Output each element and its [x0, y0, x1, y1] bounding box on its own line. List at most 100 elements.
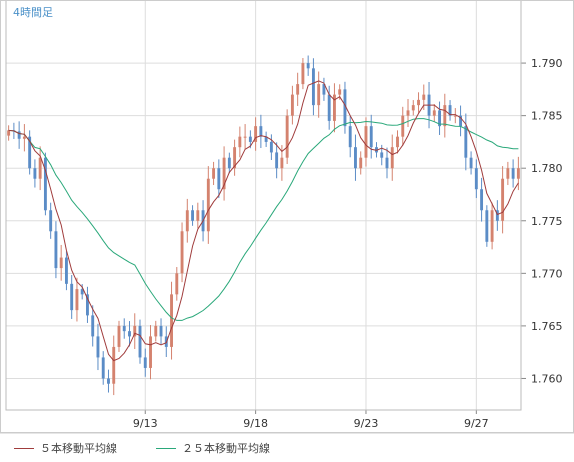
candle-up [175, 273, 179, 295]
candle-down [474, 168, 478, 190]
candle-down [275, 152, 279, 169]
y-tick-label: 1.780 [531, 162, 563, 175]
candle-down [343, 89, 347, 127]
candle-down [511, 168, 515, 179]
candle-down [122, 325, 126, 332]
x-tick-label: 9/23 [354, 417, 379, 430]
candle-up [359, 157, 363, 169]
candle-down [448, 105, 452, 116]
plot-frame [5, 0, 522, 411]
candle-up [317, 84, 321, 106]
candle-up [117, 325, 121, 347]
candle-down [480, 189, 484, 211]
candle-up [290, 94, 294, 116]
candle-up [112, 346, 116, 384]
candle-up [185, 210, 189, 232]
candle-up [7, 130, 11, 136]
candle-up [332, 94, 336, 121]
candle-down [227, 157, 231, 169]
ma25-line [8, 118, 519, 321]
candle-down [464, 126, 468, 158]
candle-up [238, 136, 242, 148]
x-tick-label: 9/18 [243, 417, 268, 430]
candle-up [196, 210, 200, 221]
y-tick-label: 1.760 [531, 372, 563, 385]
candle-down [101, 357, 105, 379]
candle-up [501, 178, 505, 221]
x-tick-label: 9/27 [464, 417, 489, 430]
candle-up [212, 168, 216, 179]
candle-up [133, 325, 137, 337]
candle-down [86, 294, 89, 316]
candle-down [485, 210, 489, 242]
candle-up [149, 336, 152, 368]
candle-up [280, 157, 284, 169]
candle-down [143, 357, 147, 368]
candle-up [411, 105, 415, 111]
candle-up [422, 94, 426, 100]
legend-ma5: ５本移動平均線 [14, 440, 117, 456]
y-tick-label: 1.770 [531, 267, 563, 280]
candle-down [64, 257, 68, 284]
candle-up [443, 105, 447, 127]
candle-up [516, 168, 520, 179]
timeframe-label: 4時間足 [13, 6, 53, 19]
y-tick-label: 1.765 [531, 320, 563, 333]
y-tick-label: 1.775 [531, 215, 563, 228]
candle-down [348, 126, 352, 148]
candle-up [75, 289, 79, 311]
candle-down [96, 336, 100, 358]
candle-down [269, 141, 273, 153]
legend-ma25-label: ２５本移動平均線 [182, 442, 270, 455]
candle-up [222, 157, 226, 190]
candle-down [128, 331, 131, 337]
candle-up [432, 110, 436, 116]
candle-up [243, 136, 247, 138]
candle-down [28, 136, 32, 169]
candle-down [311, 68, 315, 106]
candle-down [70, 283, 74, 311]
axes-layer: 1.760 1.765 1.770 1.775 1.780 1.785 1.790 9/13 9… [0, 0, 574, 434]
candles-layer [7, 55, 520, 396]
y-tick-label: 1.785 [531, 110, 563, 123]
candle-up [396, 136, 399, 148]
candle-down [248, 136, 252, 142]
legend-ma25: ２５本移動平均線 [156, 440, 270, 456]
candle-up [285, 115, 289, 158]
candle-up [301, 63, 305, 85]
candle-down [33, 168, 37, 179]
candle-up [506, 168, 510, 179]
candle-up [22, 136, 26, 139]
moving-average-layer [8, 80, 519, 362]
candle-down [138, 325, 142, 358]
candle-down [469, 157, 473, 169]
y-tick-label: 1.790 [531, 57, 563, 70]
candle-down [385, 157, 389, 169]
candle-down [17, 131, 21, 139]
candle-down [438, 110, 441, 127]
candle-down [49, 210, 53, 232]
candle-down [264, 136, 268, 142]
candle-up [401, 115, 405, 137]
candle-down [322, 84, 326, 95]
candle-down [43, 157, 47, 211]
candle-down [495, 210, 499, 221]
candle-up [38, 157, 42, 179]
candle-down [380, 152, 384, 158]
candle-up [338, 89, 342, 95]
candle-down [54, 231, 58, 269]
candle-up [296, 84, 300, 95]
candle-down [191, 210, 195, 221]
candle-down [159, 325, 163, 337]
candle-up [154, 325, 158, 337]
candle-up [59, 257, 63, 269]
candle-down [259, 126, 263, 137]
candle-down [459, 115, 463, 127]
candle-down [217, 168, 221, 190]
candle-up [364, 126, 368, 158]
candle-up [170, 294, 173, 347]
candle-up [390, 147, 394, 169]
candle-up [206, 178, 210, 232]
